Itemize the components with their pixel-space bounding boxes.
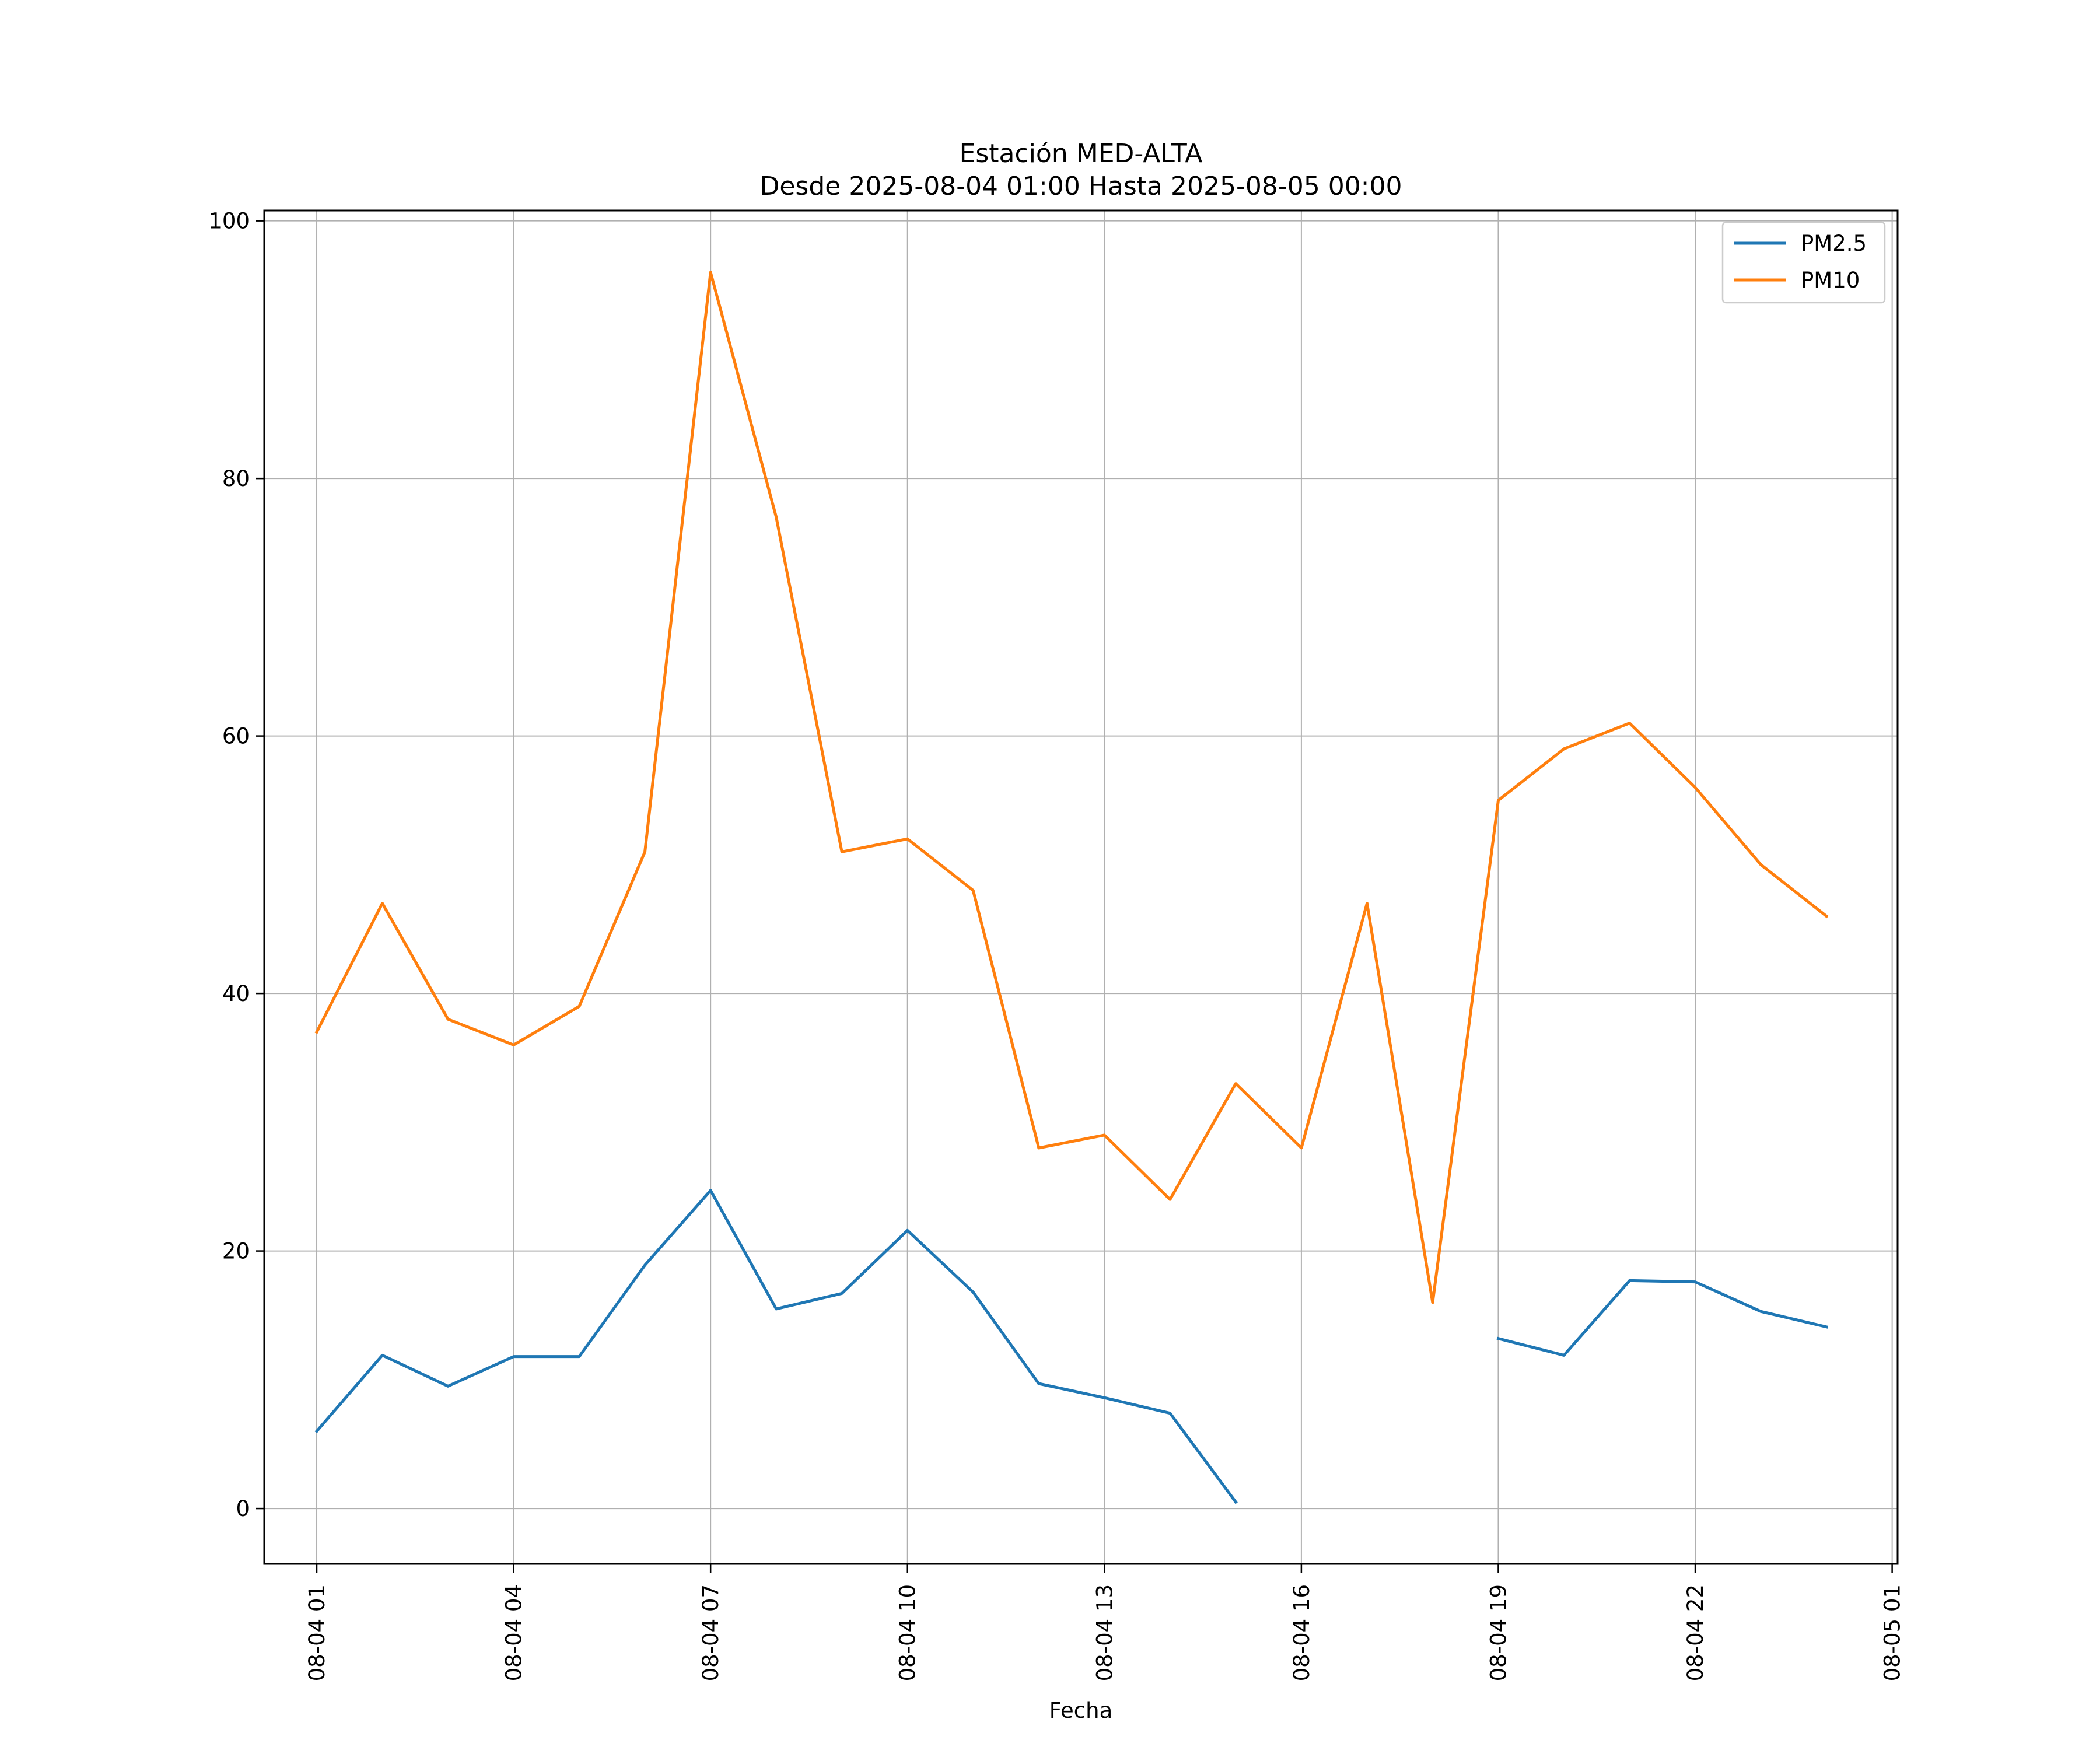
y-tick-label: 20 [222,1239,250,1264]
y-tick-label: 0 [236,1496,250,1521]
ticks: 08-04 01 08-04 04 08-04 07 08-04 10 08-04 13… [208,209,1905,1682]
pm10-line [314,271,1829,1304]
x-tick-label: 08-04 16 [1289,1584,1314,1681]
chart-subtitle: Desde 2025-08-04 01:00 Hasta 2025-08-05 … [760,172,1402,201]
pm25-line [314,1189,1829,1504]
x-tick-label: 08-04 19 [1486,1584,1511,1681]
series-layer [314,271,1829,1504]
chart-title: Estación MED-ALTA [960,139,1203,169]
x-tick-label: 08-04 07 [698,1584,723,1681]
x-tick-label: 08-05 01 [1880,1584,1905,1681]
legend-label-pm25: PM2.5 [1801,231,1867,256]
y-tick-label: 100 [208,209,250,234]
x-tick-label: 08-04 10 [895,1584,921,1681]
y-tick-label: 40 [222,981,250,1006]
y-tick-label: 80 [222,466,250,491]
y-tick-label: 60 [222,724,250,749]
x-tick-label: 08-04 01 [304,1584,330,1681]
grid [264,211,1898,1564]
x-axis-label: Fecha [1049,1698,1113,1723]
x-tick-label: 08-04 22 [1683,1584,1708,1681]
x-tick-label: 08-04 13 [1092,1584,1117,1681]
x-tick-label: 08-04 04 [502,1584,527,1681]
legend: PM2.5 PM10 [1721,221,1886,304]
plot-frame [263,209,1899,1565]
legend-label-pm10: PM10 [1801,268,1860,293]
